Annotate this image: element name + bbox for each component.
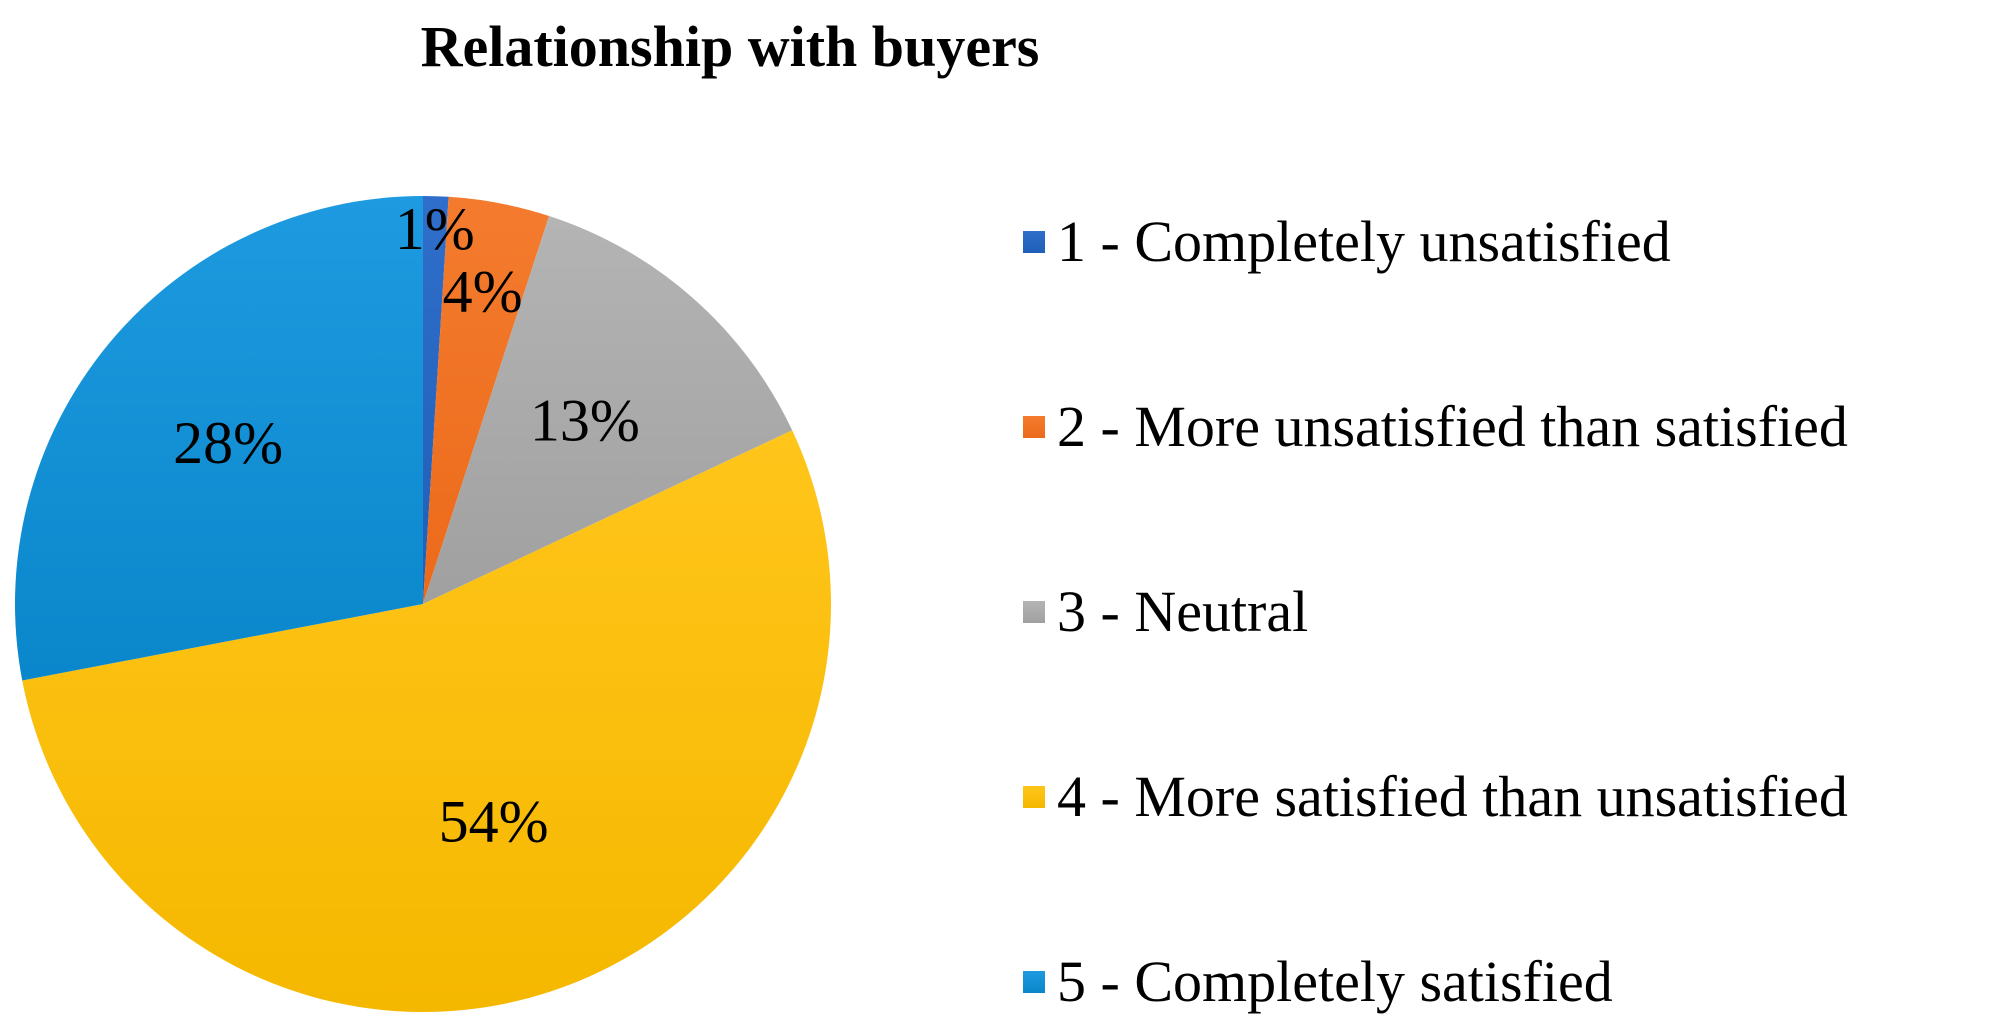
pie-slice [14, 196, 424, 681]
legend-swatch [1023, 971, 1045, 993]
legend-swatch [1023, 601, 1045, 623]
legend-label: 4 - More satisfied than unsatisfied [1057, 764, 1848, 829]
legend-swatch [1023, 231, 1045, 253]
pie-slices [14, 196, 831, 1012]
legend-label: 1 - Completely unsatisfied [1057, 209, 1671, 274]
chart-title: Relationship with buyers [421, 14, 1040, 79]
slice-data-label: 1% [395, 196, 475, 262]
pie-slice [423, 215, 793, 605]
pie-data-labels: 1%4%13% 54% 28% [173, 196, 640, 854]
pie-slice [423, 196, 550, 604]
slice-data-label: 54% [439, 788, 549, 854]
pie-slice [423, 196, 449, 604]
legend-swatch [1023, 416, 1045, 438]
slice-data-label: 28% [173, 410, 283, 476]
legend-label: 2 - More unsatisfied than satisfied [1057, 394, 1848, 459]
legend-label: 3 - Neutral [1057, 579, 1308, 644]
legend-label: 5 - Completely satisfied [1057, 949, 1613, 1014]
slice-data-label: 4% [443, 258, 523, 324]
slice-data-label: 13% [530, 387, 640, 453]
legend-swatch [1023, 786, 1045, 808]
legend: 1 - Completely unsatisfied 2 - More unsat… [1023, 209, 1848, 1014]
pie-slice [22, 430, 831, 1012]
